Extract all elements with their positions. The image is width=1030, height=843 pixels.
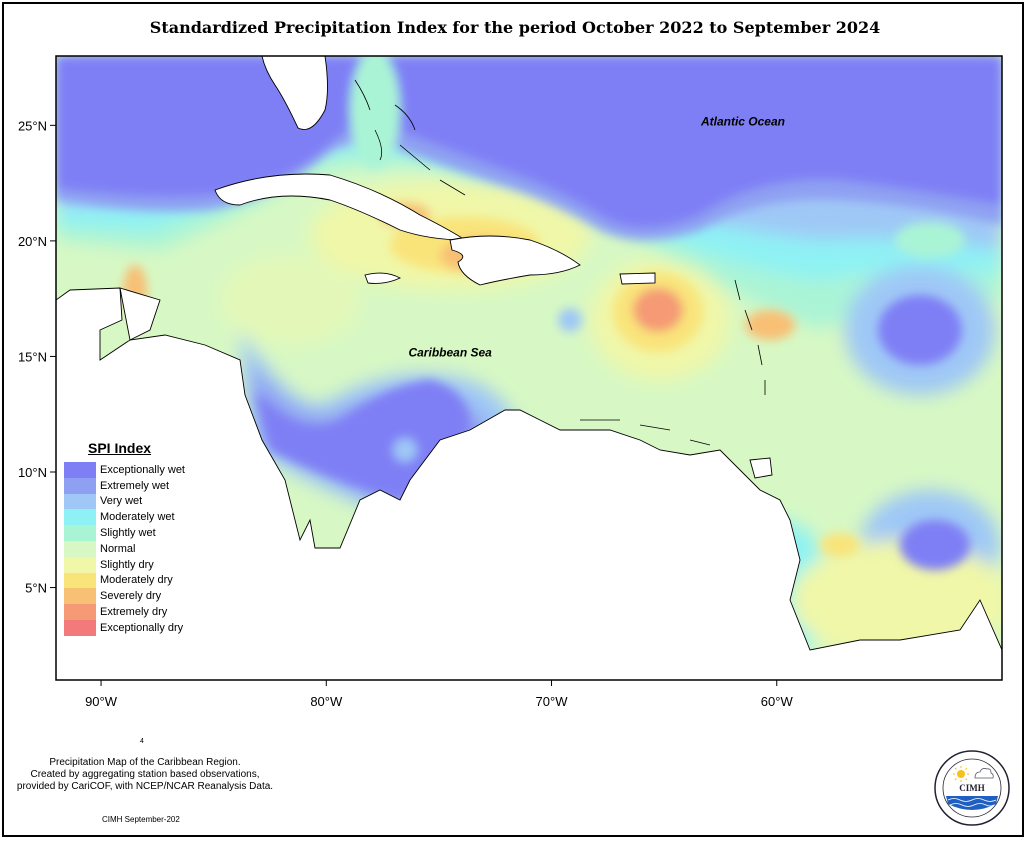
sea-labels: Atlantic Ocean Caribbean Sea [408, 114, 785, 359]
sea-label: Caribbean Sea [408, 345, 492, 359]
sun-icon [953, 766, 969, 782]
sea-label: Atlantic Ocean [700, 114, 785, 128]
legend-label: Normal [100, 542, 136, 555]
plot-border [55, 55, 1003, 681]
island-outlines [354, 79, 766, 446]
landmass [56, 56, 1002, 680]
legend-item: Slightly wet [64, 525, 204, 541]
map-title: Standardized Precipitation Index for the… [149, 18, 881, 37]
cloud-icon [974, 768, 994, 779]
legend-swatch [64, 462, 96, 478]
legend-item: Slightly dry [64, 556, 204, 573]
logo-text: CIMH [959, 783, 985, 793]
legend-item: Exceptionally wet [64, 462, 204, 478]
legend-label: Moderately wet [100, 511, 175, 524]
legend-swatch [64, 509, 96, 526]
lat-tick-label: 15°N [18, 349, 47, 364]
legend-label: Exceptionally dry [100, 621, 184, 634]
legend-item: Moderately wet [64, 509, 204, 526]
legend-item: Extremely wet [64, 477, 204, 494]
spi-legend: SPI Index Exceptionally wet Extremely wet… [64, 440, 204, 636]
credit-line-3: provided by CariCOF, with NCEP/NCAR Rean… [16, 781, 274, 792]
credit-line-1: Precipitation Map of the Caribbean Regio… [49, 757, 241, 768]
legend-label: Extremely wet [100, 479, 170, 492]
lat-tick-label: 20°N [18, 234, 47, 249]
legend-swatch [64, 525, 96, 541]
legend-label: Very wet [100, 495, 143, 508]
wave-icon [946, 796, 998, 810]
legend-swatch [64, 556, 96, 573]
legend-swatch [64, 540, 96, 557]
legend-swatch [64, 619, 96, 636]
legend-item: Moderately dry [64, 572, 204, 589]
legend-swatch [64, 572, 96, 589]
legend-swatch [64, 477, 96, 494]
axis-ticks: 90°W 80°W 70°W 60°W 25°N 20°N 15°N 10°N 5°N [18, 118, 793, 709]
legend-label: Slightly wet [100, 527, 156, 540]
spi-field [56, 56, 1002, 680]
figure-number: 4 [140, 738, 144, 745]
lon-tick-label: 60°W [761, 694, 794, 709]
legend-label: Extremely dry [100, 606, 168, 619]
legend-rows: Exceptionally wet Extremely wet Very wet Mo… [64, 462, 204, 636]
legend-label: Slightly dry [100, 558, 154, 571]
lon-tick-label: 70°W [536, 694, 569, 709]
legend-item: Severely dry [64, 588, 204, 605]
legend-item: Exceptionally dry [64, 619, 204, 636]
legend-swatch [64, 604, 96, 620]
lat-tick-label: 10°N [18, 465, 47, 480]
footer-text: CIMH September-202 [102, 815, 180, 824]
legend-label: Severely dry [100, 590, 162, 603]
legend-swatch [64, 588, 96, 605]
legend-item: Very wet [64, 493, 204, 510]
lon-tick-label: 90°W [85, 694, 118, 709]
credit-line-2: Created by aggregating station based obs… [30, 769, 260, 780]
cimh-logo: CIMH [934, 750, 1010, 826]
legend-label: Moderately dry [100, 574, 173, 587]
lat-tick-label: 25°N [18, 118, 47, 133]
lat-tick-label: 5°N [25, 581, 47, 596]
credit-text: Precipitation Map of the Caribbean Regio… [0, 757, 290, 793]
lon-tick-label: 80°W [310, 694, 343, 709]
legend-swatch [64, 493, 96, 510]
legend-item: Normal [64, 540, 204, 557]
legend-item: Extremely dry [64, 604, 204, 620]
legend-title: SPI Index [88, 440, 152, 456]
legend-label: Exceptionally wet [100, 463, 185, 476]
